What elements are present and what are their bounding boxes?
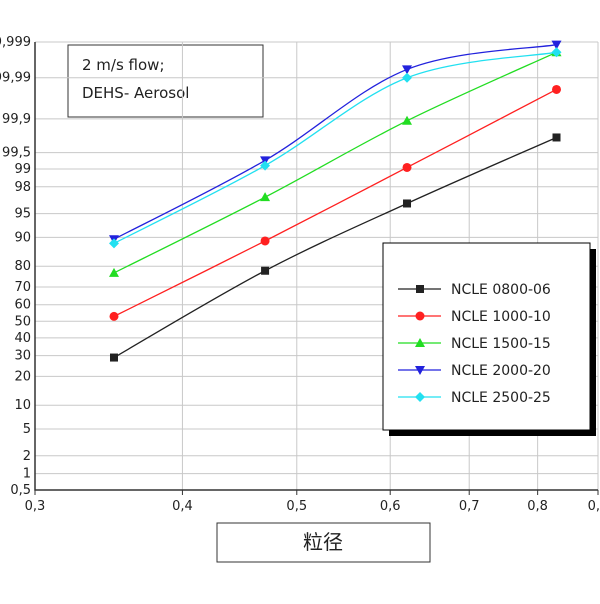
y-tick-label: 50	[14, 314, 31, 329]
x-tick-label: 0,9	[588, 499, 600, 514]
series-line	[113, 44, 557, 240]
y-tick-label: 0,5	[10, 483, 31, 498]
annotation-box	[67, 44, 264, 118]
y-tick-label: 40	[14, 331, 31, 346]
y-tick-label: 99,9	[2, 112, 31, 127]
series-line	[113, 136, 557, 359]
legend-marker	[415, 392, 425, 402]
annotation: 2 m/s flow;	[82, 56, 165, 74]
legend-label: NCLE 1500-15	[451, 336, 551, 352]
y-tick-label: 60	[14, 298, 31, 313]
y-tick-label: 30	[14, 349, 31, 364]
marker	[260, 192, 271, 202]
y-tick-label: 1	[23, 467, 31, 482]
legend-marker	[416, 285, 424, 293]
marker	[260, 160, 271, 171]
marker	[552, 133, 561, 142]
axis-frame	[34, 42, 598, 491]
marker	[402, 115, 413, 125]
marker	[403, 199, 412, 208]
y-tick-label: 20	[14, 369, 31, 384]
marker	[260, 236, 270, 246]
y-tick-label: 99,5	[2, 146, 31, 161]
x-tick-label: 0,3	[25, 499, 46, 514]
x-tick-label: 0,4	[172, 499, 193, 514]
marker	[108, 238, 119, 249]
y-tick-label: 5	[23, 422, 31, 437]
y-tick-label: 95	[14, 207, 31, 222]
series-line	[113, 51, 557, 274]
x-tick-label: 0,5	[286, 499, 307, 514]
y-tick-label: 80	[14, 259, 31, 274]
x-tick-label: 0,6	[380, 499, 401, 514]
marker	[402, 72, 413, 83]
y-tick-label: 99,999	[0, 35, 31, 50]
y-tick-label: 99,99	[0, 71, 31, 86]
y-tick-label: 98	[14, 180, 31, 195]
marker	[109, 311, 119, 321]
marker	[402, 65, 413, 75]
x-tick-label: 0,7	[459, 499, 480, 514]
marker	[551, 47, 562, 58]
marker	[552, 84, 562, 94]
marker	[261, 266, 270, 275]
legend-label: NCLE 2500-25	[451, 390, 551, 406]
y-tick-label: 99	[14, 162, 31, 177]
legend-label: NCLE 1000-10	[451, 309, 551, 325]
y-tick-label: 2	[23, 449, 31, 464]
marker	[402, 162, 412, 172]
marker	[108, 267, 119, 277]
series-line	[113, 51, 557, 244]
legend-marker	[415, 338, 425, 347]
series-line	[113, 88, 557, 317]
legend: NCLE 0800-06 NCLE 1000-10 NCLE 1500-15 NCLE…	[382, 242, 591, 431]
x-axis-label: 粒径	[303, 530, 343, 554]
legend-marker	[415, 311, 425, 321]
legend-label: NCLE 2000-20	[451, 363, 551, 379]
legend-label: NCLE 0800-06	[451, 282, 551, 298]
legend-marker	[415, 366, 425, 375]
x-tick-label: 0,8	[527, 499, 548, 514]
y-tick-label: 10	[14, 398, 31, 413]
marker	[109, 353, 118, 362]
annotation: DEHS- Aerosol	[82, 84, 189, 102]
y-tick-label: 70	[14, 280, 31, 295]
x-label-box	[216, 522, 431, 563]
y-tick-label: 90	[14, 230, 31, 245]
marker	[551, 40, 562, 50]
